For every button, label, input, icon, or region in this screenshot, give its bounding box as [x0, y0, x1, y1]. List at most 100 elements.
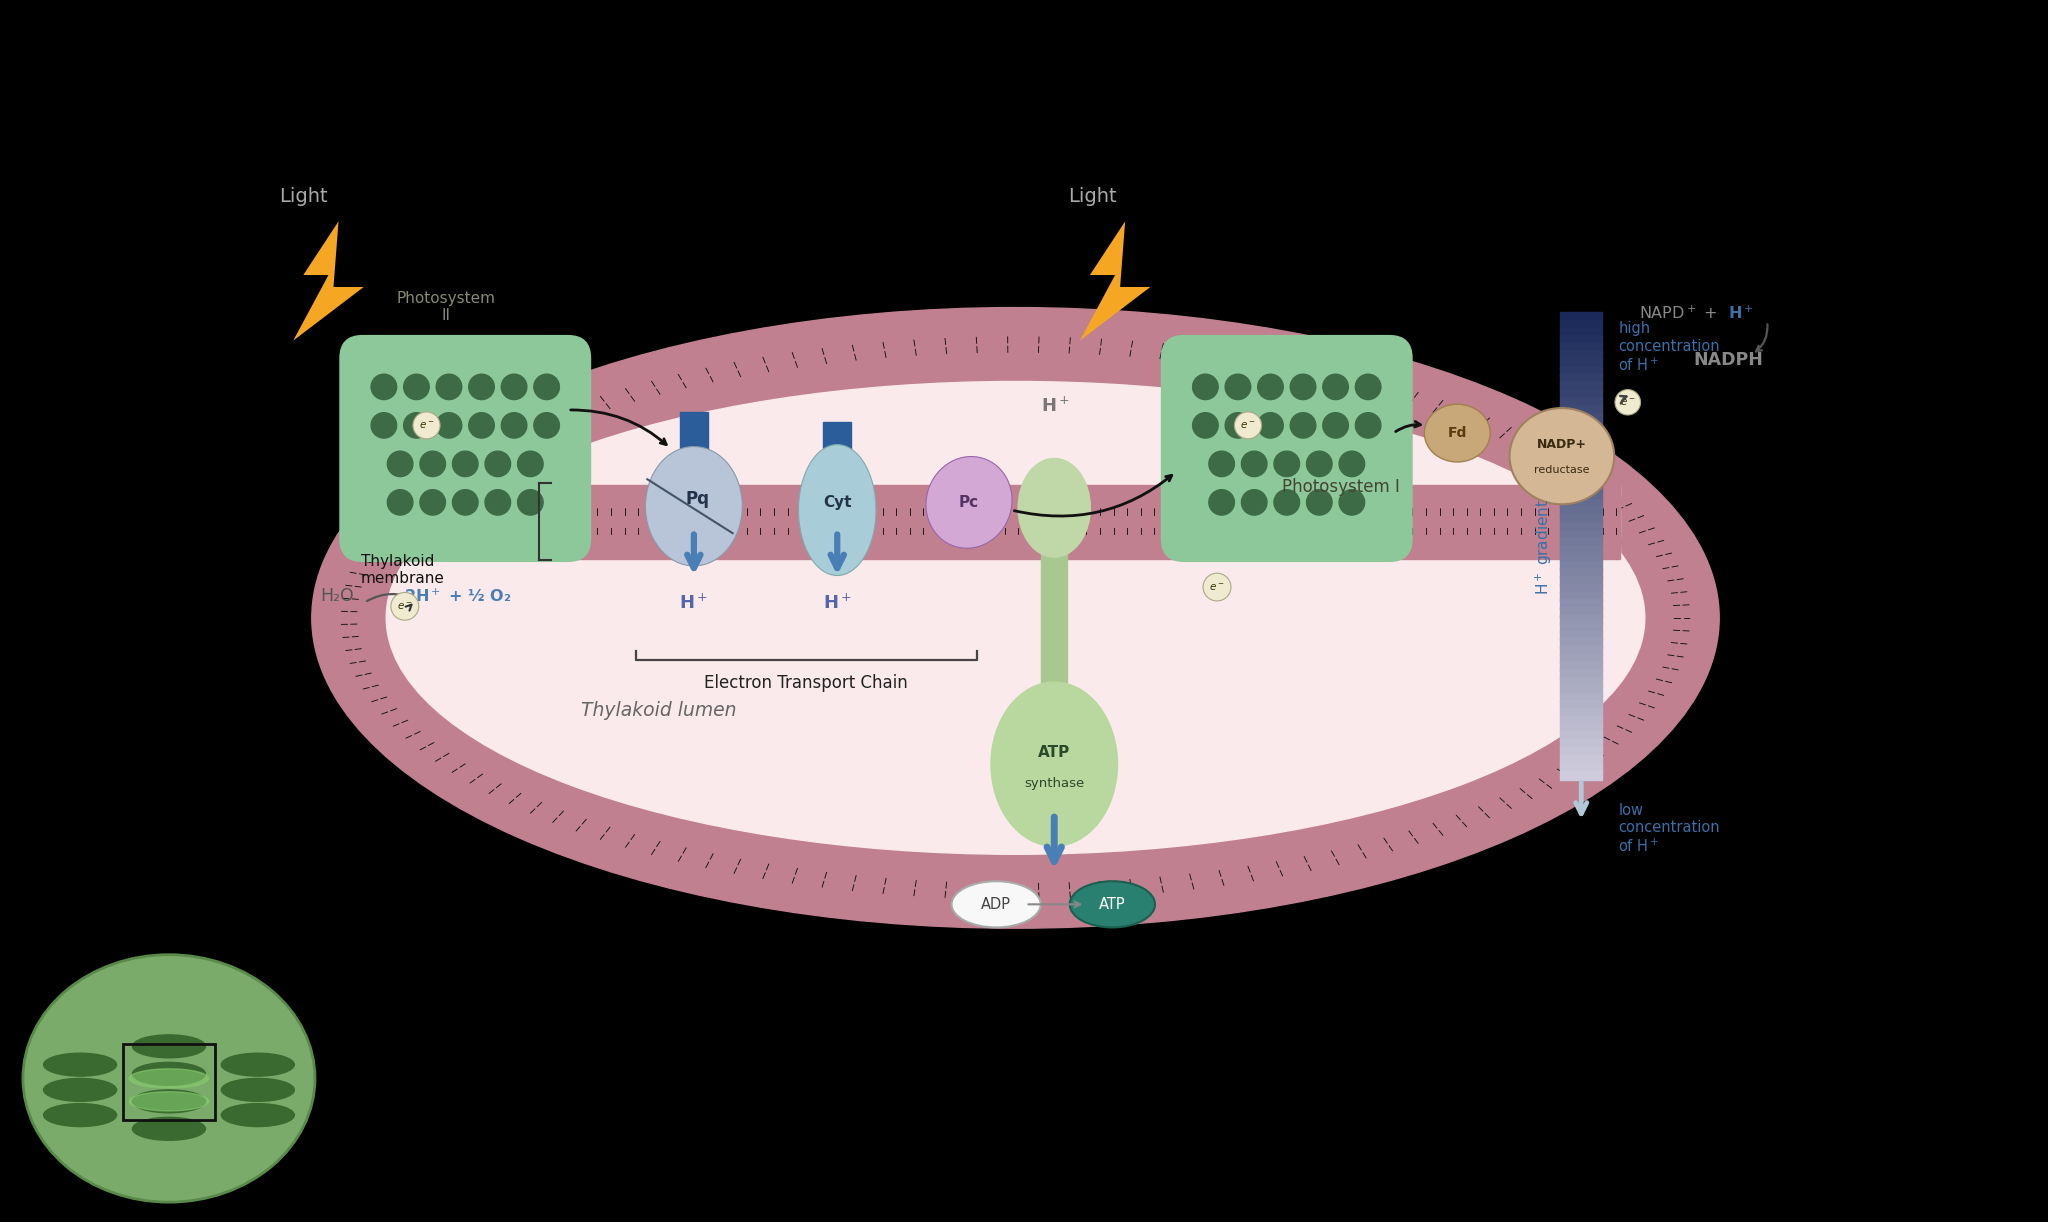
Circle shape: [1630, 539, 1649, 556]
Circle shape: [1663, 529, 1681, 546]
Circle shape: [1610, 535, 1622, 549]
FancyBboxPatch shape: [1561, 576, 1602, 585]
Circle shape: [1012, 495, 1026, 508]
Circle shape: [877, 495, 889, 508]
Circle shape: [414, 495, 428, 508]
Circle shape: [371, 374, 397, 400]
Circle shape: [1364, 535, 1378, 549]
Circle shape: [1442, 799, 1458, 818]
Circle shape: [850, 360, 866, 378]
Circle shape: [1405, 535, 1419, 549]
Circle shape: [735, 842, 754, 860]
Text: Cyt: Cyt: [823, 495, 852, 510]
FancyBboxPatch shape: [1561, 716, 1602, 725]
Circle shape: [537, 398, 555, 415]
Circle shape: [485, 490, 510, 516]
Circle shape: [1599, 714, 1618, 731]
FancyBboxPatch shape: [1561, 459, 1602, 469]
Circle shape: [522, 535, 537, 549]
Circle shape: [879, 860, 897, 879]
Circle shape: [408, 708, 426, 726]
Circle shape: [1393, 535, 1405, 549]
Circle shape: [672, 495, 686, 508]
Polygon shape: [293, 221, 365, 341]
Circle shape: [356, 604, 375, 621]
Circle shape: [1655, 516, 1671, 534]
Circle shape: [1440, 833, 1458, 852]
Circle shape: [332, 562, 350, 579]
Circle shape: [780, 884, 799, 901]
Circle shape: [1106, 535, 1120, 549]
Circle shape: [1595, 495, 1610, 508]
Circle shape: [1690, 622, 1708, 640]
Circle shape: [821, 535, 836, 549]
Circle shape: [1257, 374, 1284, 400]
Circle shape: [750, 340, 768, 358]
Circle shape: [754, 535, 768, 549]
Circle shape: [903, 896, 922, 914]
Ellipse shape: [1509, 408, 1614, 505]
Circle shape: [561, 389, 580, 407]
FancyBboxPatch shape: [1561, 763, 1602, 772]
Text: $e^-$: $e^-$: [1241, 420, 1255, 431]
FancyBboxPatch shape: [1561, 343, 1602, 353]
Circle shape: [645, 535, 659, 549]
Circle shape: [807, 535, 821, 549]
Circle shape: [1063, 898, 1079, 916]
Circle shape: [1339, 490, 1364, 516]
Circle shape: [518, 490, 543, 516]
Circle shape: [1573, 734, 1591, 753]
Circle shape: [1192, 374, 1219, 400]
FancyBboxPatch shape: [1561, 654, 1602, 664]
FancyBboxPatch shape: [1561, 390, 1602, 400]
FancyBboxPatch shape: [1561, 591, 1602, 601]
Circle shape: [727, 535, 739, 549]
Circle shape: [1671, 543, 1690, 560]
Circle shape: [1362, 360, 1380, 379]
Circle shape: [1513, 495, 1528, 508]
Circle shape: [465, 468, 481, 486]
Circle shape: [1389, 849, 1407, 868]
Circle shape: [1569, 444, 1587, 462]
Circle shape: [795, 495, 807, 508]
Circle shape: [418, 461, 436, 479]
Circle shape: [1434, 535, 1446, 549]
Circle shape: [1120, 495, 1135, 508]
Circle shape: [387, 686, 403, 703]
Circle shape: [1257, 413, 1284, 437]
Circle shape: [1343, 390, 1362, 408]
FancyBboxPatch shape: [1561, 646, 1602, 655]
Circle shape: [1264, 844, 1282, 863]
Ellipse shape: [1069, 881, 1155, 927]
Circle shape: [1147, 535, 1161, 549]
Circle shape: [739, 535, 754, 549]
Circle shape: [1655, 701, 1671, 720]
Circle shape: [522, 495, 537, 508]
Circle shape: [1524, 453, 1540, 472]
Circle shape: [373, 495, 387, 508]
Circle shape: [338, 549, 356, 566]
Circle shape: [1487, 815, 1505, 833]
Circle shape: [1030, 319, 1049, 336]
Circle shape: [631, 495, 645, 508]
Circle shape: [879, 358, 897, 375]
Circle shape: [346, 683, 362, 700]
Circle shape: [418, 758, 436, 775]
Text: Photosystem I: Photosystem I: [1282, 478, 1401, 496]
Circle shape: [436, 374, 461, 400]
Circle shape: [399, 495, 414, 508]
Circle shape: [338, 670, 356, 687]
Circle shape: [750, 879, 768, 896]
Circle shape: [590, 535, 604, 549]
Ellipse shape: [221, 1053, 295, 1077]
Circle shape: [1671, 676, 1690, 694]
FancyBboxPatch shape: [1561, 499, 1602, 508]
Circle shape: [698, 495, 713, 508]
Circle shape: [1524, 765, 1540, 782]
Circle shape: [1651, 645, 1667, 662]
Circle shape: [1094, 321, 1112, 338]
Circle shape: [1415, 376, 1434, 393]
Circle shape: [403, 374, 430, 400]
Circle shape: [537, 495, 549, 508]
Circle shape: [618, 495, 631, 508]
